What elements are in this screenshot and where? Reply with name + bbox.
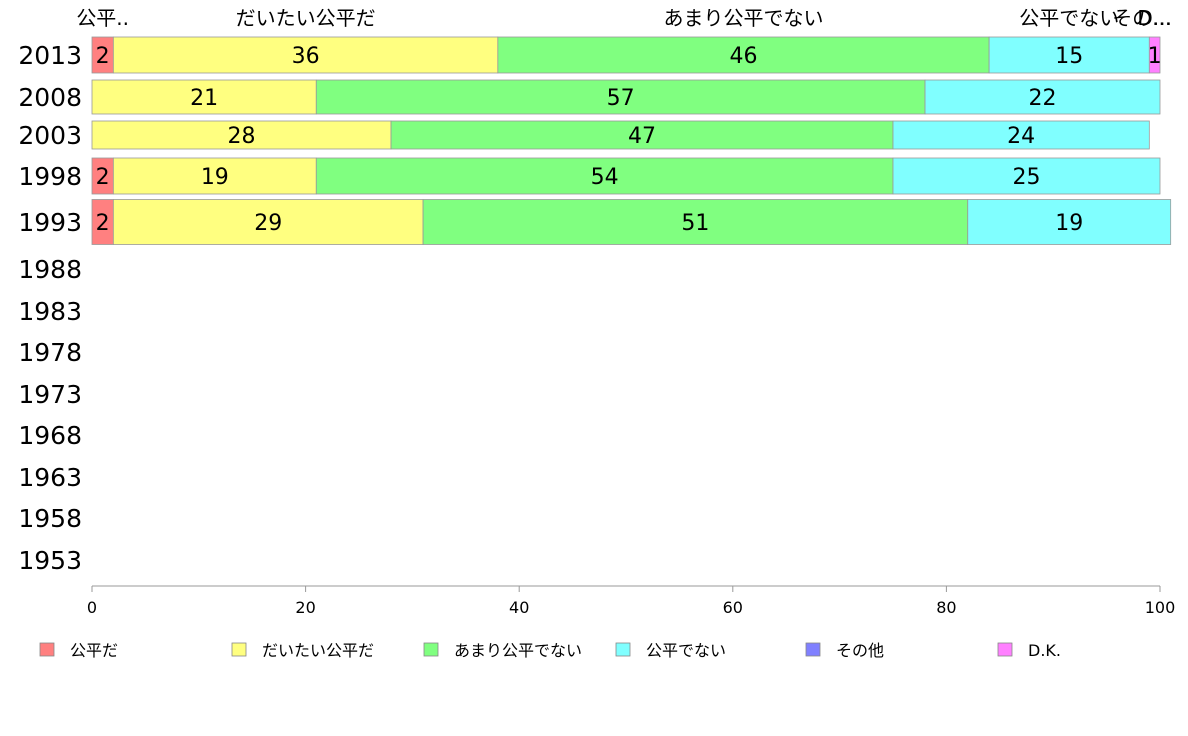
bar-segment-1993-3 (967, 199, 1172, 245)
legend-label-3: 公平でない (646, 641, 726, 660)
segment-label-1993-3: 19 (1055, 211, 1083, 236)
legend-swatch-5 (997, 642, 1013, 657)
year-axis-labels: 2013 2008 2003 1998 1993 1988 1983 1978 1973 1968… (18, 41, 82, 575)
segment-label-1998-2: 54 (591, 165, 619, 190)
bar-segment-1993-2 (422, 199, 969, 245)
legend-swatch-2 (423, 642, 439, 657)
bar-segment-2003-3 (892, 120, 1150, 150)
top-label-0: 公平.. (76, 6, 129, 30)
segment-label-2013-2: 46 (729, 44, 757, 69)
top-label-1: だいたい公平だ (236, 6, 376, 30)
bar-segment-2013-5 (1148, 36, 1161, 74)
segment-label-2008-1: 21 (190, 86, 218, 111)
segment-label-2013-1: 36 (292, 44, 320, 69)
x-axis: 0 20 40 60 80 100 (87, 585, 1176, 617)
bar-segment-2008-2 (315, 79, 926, 115)
segment-label-2003-1: 28 (228, 124, 256, 149)
x-tick-label-80: 80 (936, 598, 956, 617)
segment-label-1993-1: 29 (254, 211, 282, 236)
top-label-4: その... (1112, 6, 1171, 30)
segment-label-2003-3: 24 (1007, 124, 1035, 149)
top-label-5: D... (1137, 6, 1171, 30)
year-label-1968: 1968 (18, 421, 82, 450)
x-tick-label-40: 40 (509, 598, 529, 617)
top-label-2: あまり公平でない (663, 6, 823, 30)
bar-segment-2008-3 (924, 79, 1161, 115)
bar-segment-1998-1 (112, 157, 317, 195)
year-label-1998: 1998 (18, 162, 82, 191)
bar-segment-2003-1 (91, 120, 392, 150)
bar-segment-2003-2 (390, 120, 894, 150)
segment-label-1998-3: 25 (1013, 165, 1041, 190)
top-label-3: 公平でない (1019, 6, 1119, 30)
year-label-2003: 2003 (18, 121, 82, 150)
series-top-labels: 公平.. だいたい公平だ あまり公平でない 公平でない D...その... (76, 6, 1172, 30)
legend-swatch-4 (805, 642, 821, 657)
segment-label-1993-0: 2 (96, 211, 110, 236)
segment-label-1998-1: 19 (201, 165, 229, 190)
bar-segment-2013-1 (112, 36, 499, 74)
year-label-1983: 1983 (18, 297, 82, 326)
segment-label-2008-2: 57 (607, 86, 635, 111)
year-label-1963: 1963 (18, 463, 82, 492)
segment-label-2013-3: 15 (1055, 44, 1083, 69)
bar-segment-1998-2 (315, 157, 894, 195)
year-label-2013: 2013 (18, 41, 82, 70)
x-tick-label-60: 60 (723, 598, 743, 617)
segment-value-labels: 2 36 46 15 1 21 57 22 28 47 24 2 19 54 25 2 29 51 19 (96, 44, 1162, 236)
segment-label-2013-0: 2 (96, 44, 110, 69)
x-tick-label-0: 0 (87, 598, 97, 617)
year-label-1978: 1978 (18, 338, 82, 367)
legend-swatch-3 (615, 642, 631, 657)
bar-segment-2008-1 (91, 79, 317, 115)
bar-segments (91, 36, 1172, 245)
year-label-1953: 1953 (18, 546, 82, 575)
legend-label-0: 公平だ (70, 641, 118, 660)
legend-swatch-0 (39, 642, 55, 657)
legend-swatch-1 (231, 642, 247, 657)
segment-label-1998-0: 2 (96, 165, 110, 190)
bar-segment-1998-3 (892, 157, 1161, 195)
legend-label-2: あまり公平でない (454, 641, 582, 660)
x-tick-label-100: 100 (1145, 598, 1176, 617)
year-label-1973: 1973 (18, 380, 82, 409)
segment-label-1993-2: 51 (681, 211, 709, 236)
bar-segment-1993-1 (112, 199, 424, 245)
legend-label-5: D.K. (1028, 641, 1061, 660)
legend-label-4: その他 (836, 641, 884, 660)
legend-label-1: だいたい公平だ (262, 641, 374, 660)
year-label-1993: 1993 (18, 208, 82, 237)
segment-label-2008-3: 22 (1029, 86, 1057, 111)
year-label-2008: 2008 (18, 83, 82, 112)
x-tick-label-20: 20 (295, 598, 315, 617)
year-label-1988: 1988 (18, 255, 82, 284)
legend: 公平だ だいたい公平だ あまり公平でない 公平でない その他 D.K. (39, 641, 1061, 660)
segment-label-2013-5: 1 (1148, 44, 1162, 69)
year-label-1958: 1958 (18, 504, 82, 533)
segment-label-2003-2: 47 (628, 124, 656, 149)
